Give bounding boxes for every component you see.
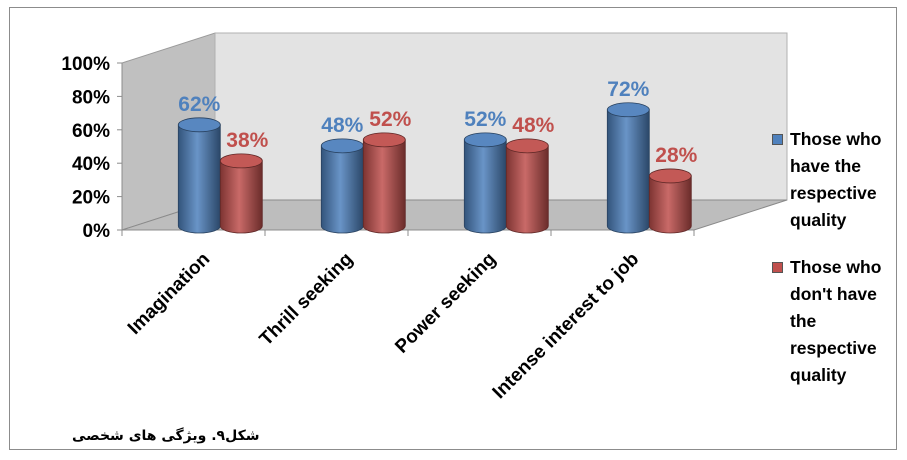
category-label: Thrill seeking: [256, 249, 357, 350]
category-label: Power seeking: [391, 249, 500, 358]
y-tick-label: 0%: [83, 221, 111, 242]
legend-line: respective: [790, 338, 877, 358]
data-label: 48%: [512, 114, 554, 137]
data-label: 52%: [464, 108, 506, 131]
y-tick-label: 60%: [72, 121, 110, 142]
legend-line: have the: [790, 156, 861, 176]
y-tick-label: 100%: [61, 54, 110, 75]
chart-frame: 0% 20% 40% 60% 80% 100% 62% 38% 48% 52% 52% 48% 72%…: [9, 7, 897, 450]
y-tick-label: 40%: [72, 154, 110, 175]
category-label: Imagination: [124, 249, 214, 339]
bar-have-2: [463, 132, 507, 234]
legend-line: Those who: [790, 129, 882, 149]
data-label: 28%: [655, 144, 697, 167]
bar-not-have-0: [219, 153, 263, 234]
chart-legend: Those who have the respective quality Th…: [772, 126, 907, 389]
chart-plot: 0% 20% 40% 60% 80% 100% 62% 38% 48% 52% 52% 48% 72%…: [61, 32, 788, 403]
data-label: 62%: [178, 93, 220, 116]
legend-swatch-blue: [772, 134, 783, 145]
figure-caption: شکل۹. ویژگی های شخصی: [72, 428, 260, 444]
legend-line: Those who: [790, 257, 882, 277]
legend-item-not-have-quality: Those who don't have the respective qual…: [772, 254, 907, 389]
data-label: 52%: [369, 108, 411, 131]
data-label: 48%: [321, 114, 363, 137]
legend-line: don't have: [790, 284, 877, 304]
bar-not-have-3: [648, 168, 692, 234]
category-label: Intense interest to job: [489, 249, 643, 403]
bar-not-have-2: [505, 138, 549, 234]
data-label: 72%: [607, 78, 649, 101]
legend-swatch-red: [772, 262, 783, 273]
legend-item-have-quality: Those who have the respective quality: [772, 126, 907, 234]
bar-have-0: [177, 117, 221, 234]
bar-not-have-1: [362, 132, 406, 234]
legend-line: the: [790, 311, 817, 331]
legend-line: quality: [790, 365, 847, 385]
legend-line: quality: [790, 210, 847, 230]
bar-have-3: [606, 102, 650, 234]
data-label: 38%: [226, 129, 268, 152]
y-tick-label: 80%: [72, 87, 110, 108]
y-tick-label: 20%: [72, 188, 110, 209]
bar-have-1: [320, 138, 364, 234]
legend-line: respective: [790, 183, 877, 203]
